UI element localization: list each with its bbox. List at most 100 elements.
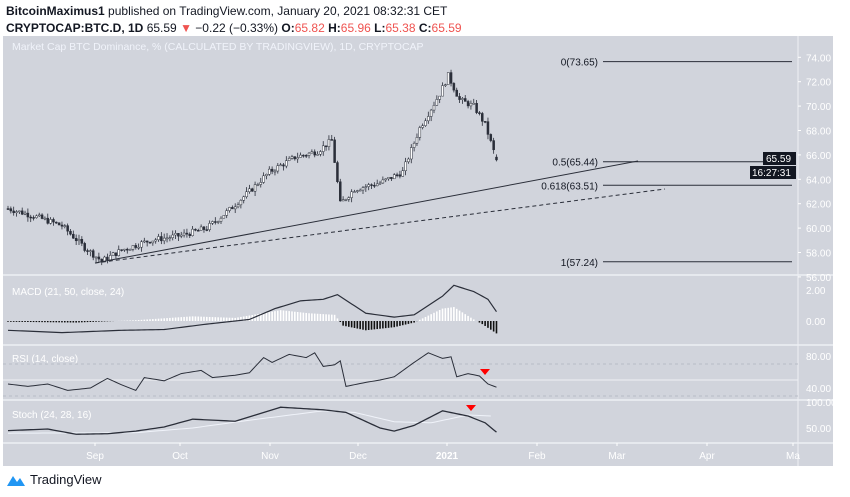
candle-body: [367, 184, 370, 187]
candle-body: [256, 184, 260, 186]
rsi-line: [7, 352, 497, 392]
macd-y-label: 0.00: [806, 317, 826, 328]
x-tick-label: Mar: [608, 451, 626, 462]
candle-body: [55, 221, 58, 224]
candle-body: [199, 226, 203, 231]
countdown-label: 16:27:31: [752, 168, 791, 179]
fib-level-label: 0(73.65): [561, 58, 598, 69]
candle-body: [205, 229, 209, 231]
candle-body: [483, 121, 487, 123]
candle-body: [182, 232, 186, 236]
candle-body: [438, 95, 441, 100]
candles: [6, 69, 498, 266]
rsi-y-label: 40.00: [806, 384, 831, 395]
candle-body: [60, 224, 64, 227]
candle-body: [398, 174, 402, 177]
tradingview-logo[interactable]: TradingView: [6, 472, 102, 487]
y-tick-label: 72.00: [806, 78, 831, 89]
candle-body: [253, 184, 257, 192]
candle-body: [384, 178, 387, 181]
candle-body: [20, 210, 24, 215]
candle-body: [392, 174, 396, 180]
candle-body: [347, 197, 351, 200]
candle-body: [233, 206, 237, 210]
fib-level-label: 1(57.24): [561, 258, 598, 269]
candle-body: [165, 237, 169, 240]
candle-body: [162, 237, 166, 242]
candle-body: [248, 188, 251, 193]
candle-body: [168, 237, 172, 239]
candle-body: [171, 234, 174, 238]
candle-body: [316, 154, 319, 156]
candle-body: [489, 134, 493, 141]
candle-body: [466, 101, 470, 107]
candle-body: [333, 139, 336, 163]
candle-body: [302, 154, 305, 157]
chart-svg[interactable]: Market Cap BTC Dominance, % (CALCULATED …: [3, 36, 833, 466]
publish-text: published on TradingView.com, January 20…: [108, 4, 448, 18]
author-name[interactable]: BitcoinMaximus1: [6, 4, 105, 18]
candle-body: [23, 212, 27, 215]
candle-body: [350, 191, 353, 198]
x-tick-label: Ma: [786, 451, 800, 462]
candle-body: [304, 155, 308, 157]
candle-body: [285, 160, 288, 167]
candle-body: [290, 156, 294, 159]
candle-body: [242, 196, 245, 201]
candle-body: [268, 168, 271, 175]
candle-body: [131, 245, 135, 250]
candle-body: [214, 221, 217, 223]
candle-body: [188, 233, 192, 236]
candle-body: [231, 207, 234, 210]
close-label: C:: [418, 21, 432, 35]
high-label: H:: [328, 21, 341, 35]
candle-body: [222, 215, 226, 219]
candle-body: [418, 127, 422, 138]
candle-body: [299, 154, 302, 158]
candle-body: [472, 102, 476, 105]
candle-body: [475, 102, 478, 113]
down-triangle-icon: [466, 405, 476, 411]
candle-body: [415, 137, 419, 144]
candle-body: [77, 239, 81, 242]
candle-body: [361, 187, 365, 191]
candle-body: [15, 211, 18, 214]
x-tick-label: Nov: [261, 451, 279, 462]
candle-body: [211, 221, 214, 224]
candle-body: [435, 99, 439, 106]
candle-body: [197, 230, 200, 232]
price-change: −0.22 (−0.33%): [195, 21, 279, 35]
stoch-y-label: 100.00: [806, 398, 833, 409]
candle-body: [321, 145, 325, 152]
candle-body: [12, 210, 15, 214]
candle-body: [421, 125, 424, 128]
candle-body: [63, 225, 67, 227]
current-price-label: 65.59: [766, 154, 791, 165]
candle-body: [407, 158, 410, 163]
candle-body: [117, 249, 121, 256]
candle-body: [356, 190, 359, 192]
candle-body: [296, 157, 299, 160]
stoch-d-line: [7, 410, 491, 434]
candle-body: [339, 181, 342, 202]
tradingview-logo-icon: [7, 475, 25, 486]
x-tick-label: 2021: [436, 451, 459, 462]
candle-body: [123, 248, 126, 251]
y-tick-label: 68.00: [806, 127, 831, 138]
support-trendline: [94, 160, 639, 264]
candle-body: [341, 199, 345, 202]
candle-body: [236, 204, 240, 208]
x-tick-label: Feb: [528, 451, 546, 462]
candle-body: [145, 240, 149, 243]
chart-panel[interactable]: Market Cap BTC Dominance, % (CALCULATED …: [3, 36, 833, 466]
x-tick-label: Oct: [172, 451, 188, 462]
candle-body: [287, 158, 291, 161]
rsi-y-label: 80.00: [806, 352, 831, 363]
candle-body: [72, 233, 75, 239]
candle-body: [228, 207, 231, 211]
candle-body: [381, 179, 385, 184]
candle-body: [69, 230, 72, 235]
low-value: 65.38: [385, 21, 416, 35]
candle-body: [330, 139, 334, 141]
close-value: 65.59: [431, 21, 462, 35]
